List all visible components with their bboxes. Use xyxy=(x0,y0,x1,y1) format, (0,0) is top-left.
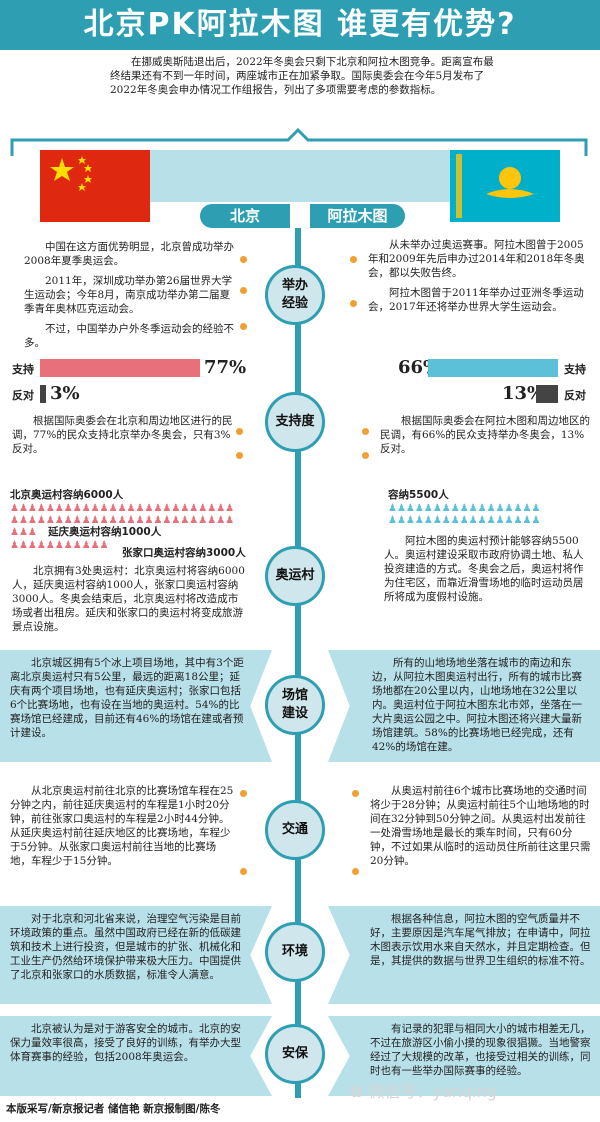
hosting-left-text: 中国在这方面优势明显，北京曾成功举办2008年夏季奥运会。 2011年，深圳成功… xyxy=(24,241,234,349)
venues-left-band xyxy=(0,650,272,762)
right-support-label: 支持 xyxy=(564,363,586,376)
venues-right-band xyxy=(328,650,600,762)
bullet-dot xyxy=(240,790,247,797)
village-left-text: 北京拥有3处奥运村：北京奥运村将容纳6000人，延庆奥运村容纳1000人，张家口… xyxy=(12,565,245,633)
support-left-text: 根据国际奥委会在北京和周边地区进行的民调，77%的民众支持北京举办冬奥会，只有3… xyxy=(12,415,233,455)
bullet-dot xyxy=(240,287,247,294)
header-bracket xyxy=(10,128,588,156)
bullet-dot xyxy=(352,790,359,797)
left-oppose-pct: 3% xyxy=(50,383,80,404)
people-icon-row: ♟♟♟ xyxy=(10,527,37,538)
left-support-label: 支持 xyxy=(12,363,34,376)
node-support: 支持度 xyxy=(265,392,325,452)
transport-right-text: 从奥运村前往6个城市比赛场地的交通时间将少于28分钟；从奥运村前往5个山地场地的… xyxy=(370,785,591,867)
venues-right-text: 所有的山地场地坐落在城市的南边和东边，从阿拉木图奥运村出行，所有的城市比赛场地都… xyxy=(372,657,582,753)
right-support-bar xyxy=(428,359,558,377)
node-transport: 交通 xyxy=(265,800,325,860)
bullet-dot xyxy=(352,868,359,875)
bullet-dot xyxy=(362,452,369,459)
bullet-dot xyxy=(236,452,243,459)
bullet-dot xyxy=(240,323,247,330)
intro-paragraph: 在挪威奥斯陆退出后，2022年冬奥会只剩下北京和阿拉木图竞争。距离宣布最终结果还… xyxy=(110,56,494,96)
kazakhstan-flag xyxy=(450,150,560,222)
left-village-caption-1: 北京奥运村容纳6000人 xyxy=(10,489,124,501)
hosting-right-text: 从未举办过奥运赛事。阿拉木图曾于2005年和2009年先后申办过2014年和20… xyxy=(368,239,585,313)
china-flag xyxy=(40,150,150,222)
bullet-dot xyxy=(362,428,369,435)
bullet-dot xyxy=(350,256,357,263)
left-support-bar xyxy=(40,359,200,377)
environment-left-text: 对于北京和河北省来说，治理空气污染是目前环境政策的重点。虽然中国政府已经在新的低… xyxy=(10,913,241,981)
node-olympic-village: 奥运村 xyxy=(265,546,325,606)
people-icon-row: ♟♟♟♟♟♟♟♟♟♟♟♟♟♟♟♟♟♟♟♟♟♟♟♟♟ xyxy=(10,503,235,514)
right-oppose-pct: 13% xyxy=(502,383,545,404)
transport-left-text: 从北京奥运村前往北京的比赛场馆车程在25分钟之内，前往延庆奥运村的车程是1小时2… xyxy=(10,785,234,867)
bullet-dot xyxy=(236,428,243,435)
security-right-text: 有记录的犯罪与相同大小的城市相差无几，不过在旅游区小偷小摸的现象很猖獗。当地警察… xyxy=(370,1023,591,1077)
left-oppose-label: 反对 xyxy=(12,389,34,402)
bullet-dot xyxy=(240,256,247,263)
bullet-dot xyxy=(350,300,357,307)
right-oppose-label: 反对 xyxy=(564,389,586,402)
wechat-watermark: ✿ 微信号：yanqing xyxy=(350,1082,497,1101)
timeline-spine xyxy=(295,228,301,1098)
byline-footer: 本版采写/新京报记者 储信艳 新京报制图/陈冬 xyxy=(6,1103,221,1115)
security-left-text: 北京被认为是对于游客安全的城市。北京的安保力量效率很高，接受了良好的训练，有举办… xyxy=(10,1023,241,1063)
kazakhstan-sun-eagle-icon xyxy=(456,154,534,218)
wechat-icon: ✿ xyxy=(350,1082,369,1101)
right-oppose-bar xyxy=(536,385,558,403)
node-hosting-experience: 举办 经验 xyxy=(265,265,325,325)
people-icon-row: ♟♟♟♟♟♟♟♟♟♟♟♟♟♟♟♟♟♟♟♟♟♟♟♟♟ xyxy=(10,515,235,526)
node-security: 安保 xyxy=(265,1024,325,1084)
right-village-caption: 容纳5500人 xyxy=(388,489,449,501)
security-left-band xyxy=(0,1016,272,1096)
people-icon-row: ♟♟♟♟♟♟♟♟♟♟♟ xyxy=(10,540,109,551)
bullet-dot xyxy=(240,868,247,875)
city-label-almaty: 阿拉木图 xyxy=(310,204,405,228)
left-village-caption-2: 延庆奥运村容纳1000人 xyxy=(48,526,162,538)
venues-left-text: 北京城区拥有5个冰上项目场地，其中有3个距离北京奥运村只有5公里，最远的距离18… xyxy=(10,657,244,739)
support-right-text: 根据国际奥委会在阿拉木图和周边地区的民调，有66%的民众支持举办冬奥会，13%反… xyxy=(380,415,590,455)
village-right-text: 阿拉木图的奥运村预计能够容纳5500人。奥运村建设采取市政府协调土地、私人投资建… xyxy=(384,535,584,603)
node-environment: 环境 xyxy=(265,922,325,982)
left-village-caption-3: 张家口奥运村容纳3000人 xyxy=(122,547,246,559)
left-support-pct: 77% xyxy=(204,357,247,378)
node-venue-construction: 场馆 建设 xyxy=(265,675,325,735)
left-oppose-bar xyxy=(40,385,46,403)
people-icon-row: ♟♟♟♟♟♟♟♟♟♟♟♟♟♟♟♟♟ xyxy=(388,515,541,526)
china-flag-stars-icon xyxy=(50,156,92,191)
page-title: 北京PK阿拉木图 谁更有优势? xyxy=(0,0,600,50)
environment-right-text: 根据各种信息，阿拉木图的空气质量并不好，主要原因是汽车尾气排放；在申请中，阿拉木… xyxy=(370,913,591,967)
people-icon-row: ♟♟♟♟♟♟♟♟♟♟♟♟♟♟♟♟♟ xyxy=(388,503,541,514)
environment-right-band xyxy=(328,906,600,1004)
city-label-beijing: 北京 xyxy=(200,204,290,228)
security-right-band xyxy=(328,1016,600,1096)
environment-left-band xyxy=(0,906,272,1004)
